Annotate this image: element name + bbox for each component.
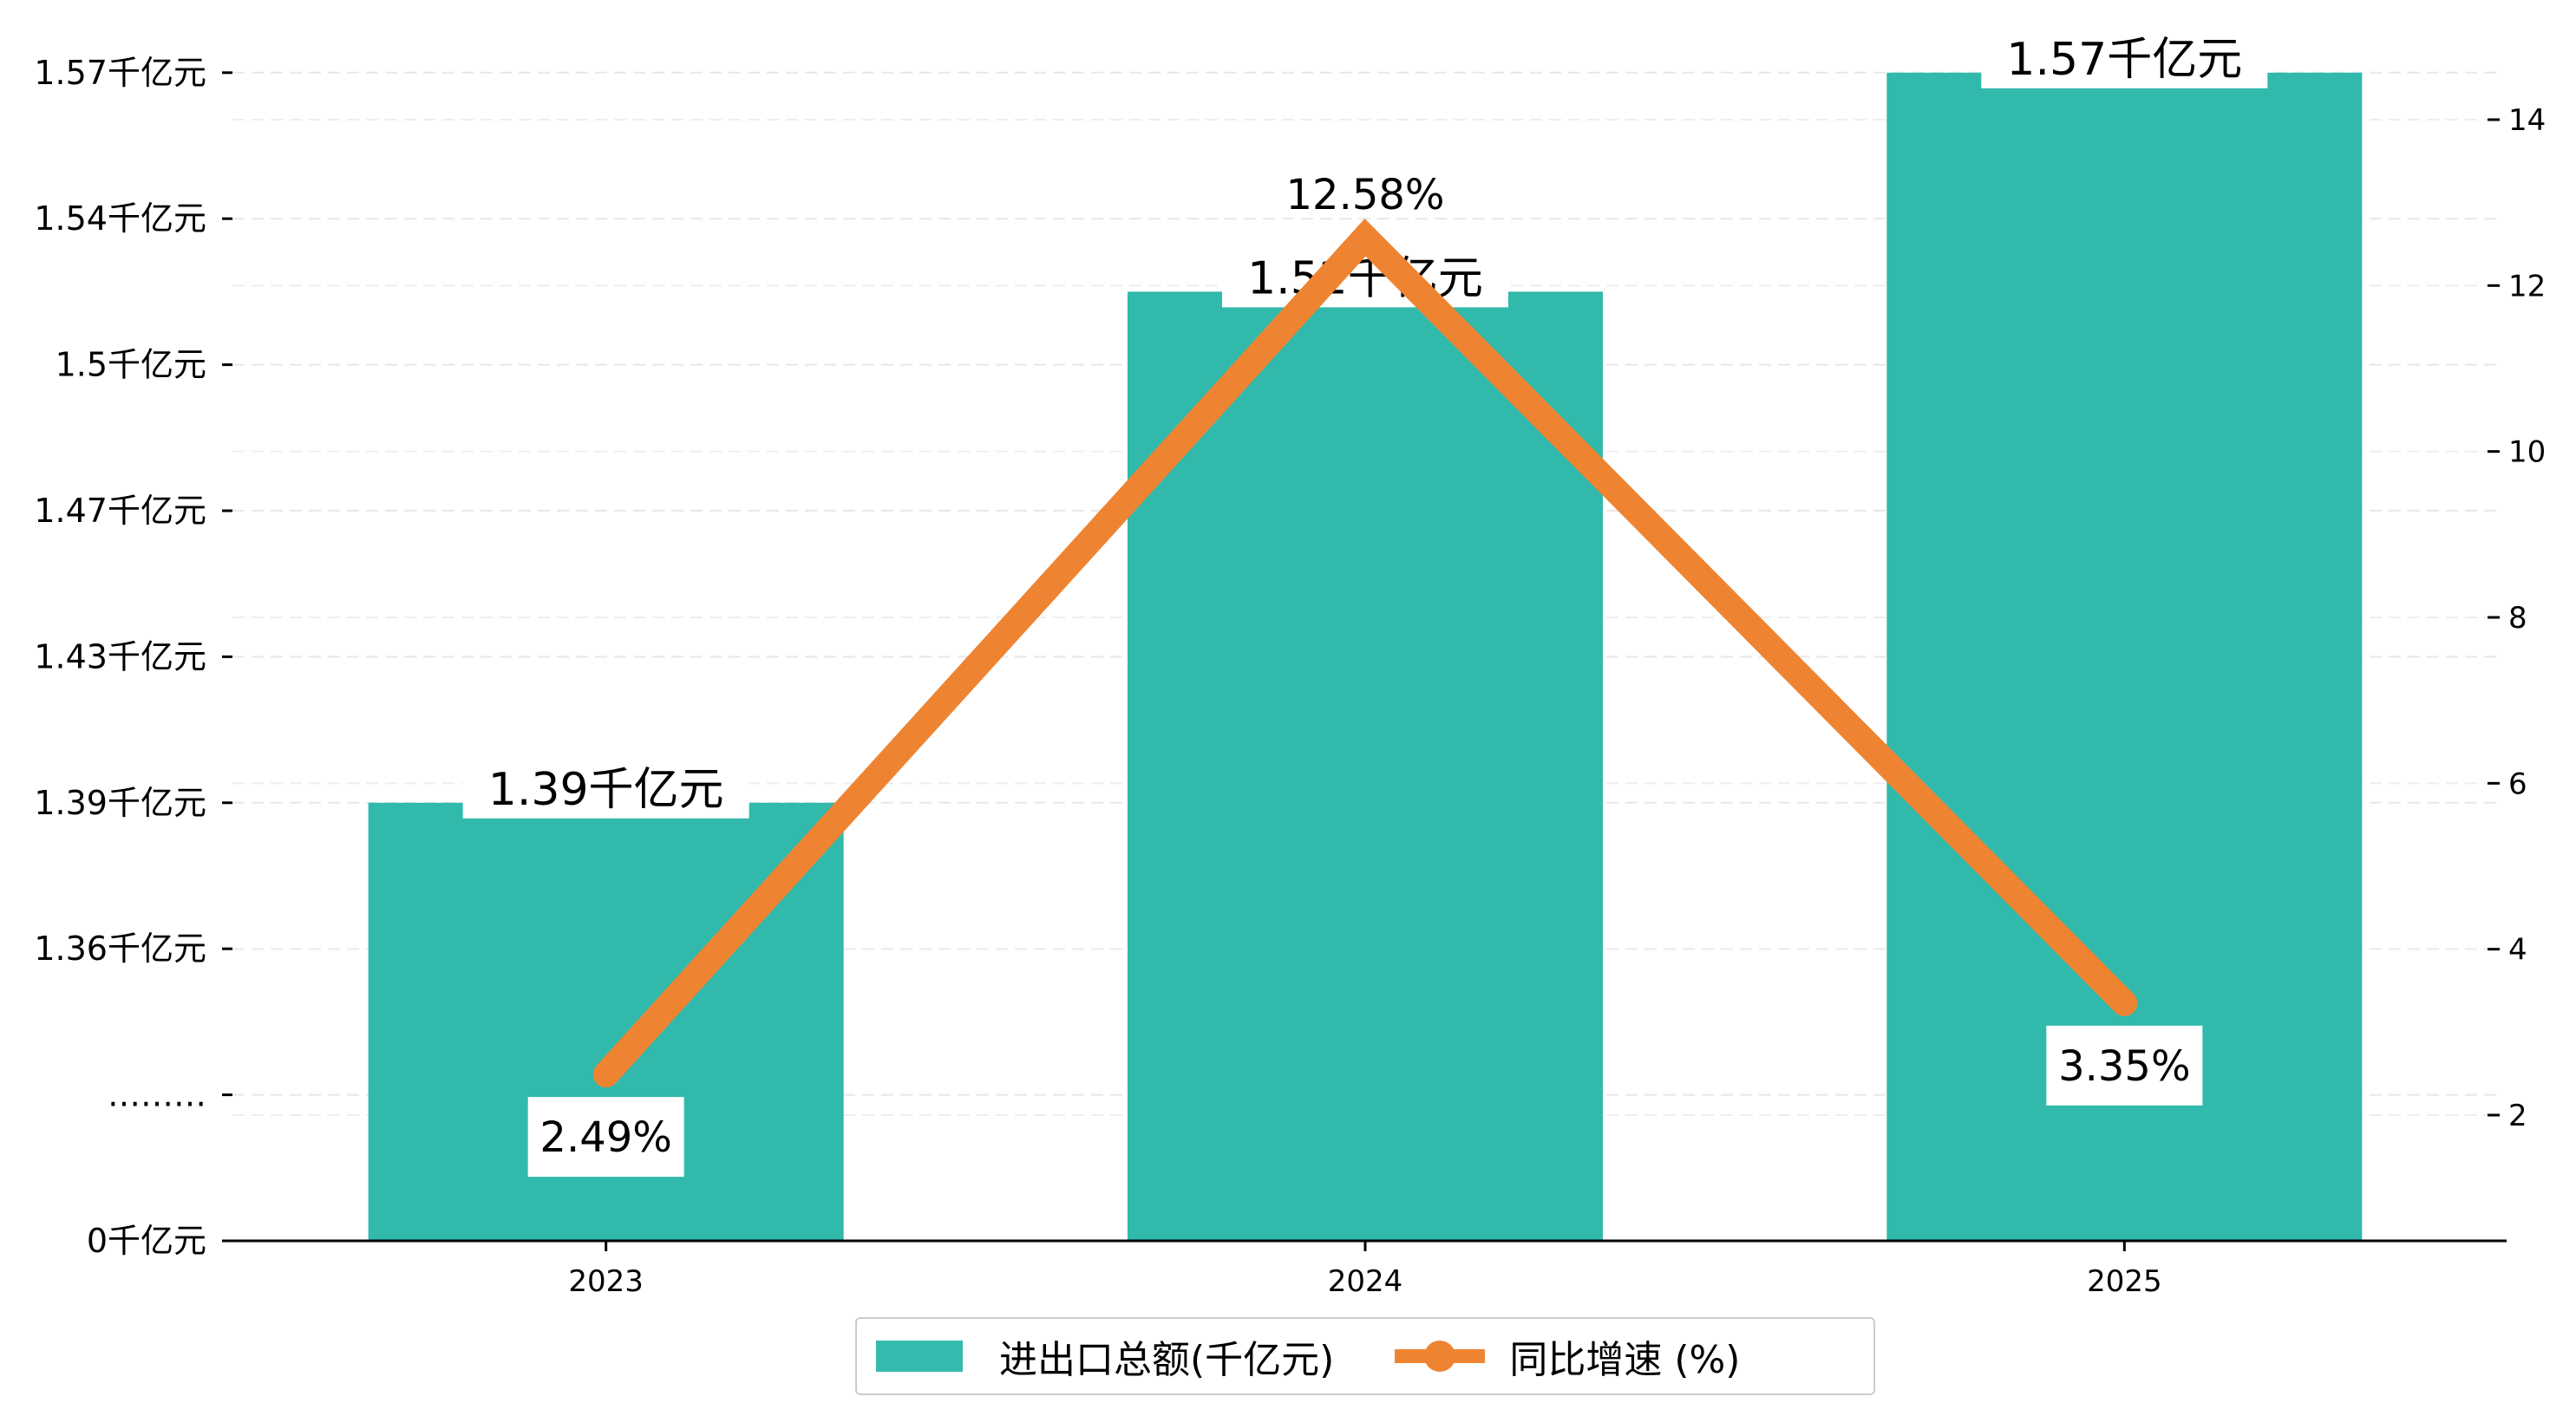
left-tick-label: ……… <box>108 1076 206 1114</box>
left-tick-label: 0千亿元 <box>87 1222 206 1260</box>
bar-value-labels: 1.39千亿元 1.52千亿元 1.57千亿元 <box>462 23 2268 819</box>
bar-label-box <box>1981 23 2268 88</box>
line-label-box <box>527 1097 684 1178</box>
x-tick-label: 2023 <box>568 1264 644 1299</box>
legend: 进出口总额(千亿元) 同比增速 (%) <box>855 1317 1875 1395</box>
right-tick-label: 2 <box>2508 1099 2527 1133</box>
line-value-labels: 2.49% 12.58% 3.35% <box>527 171 2203 1178</box>
left-tick-label: 1.36千亿元 <box>34 930 206 968</box>
legend-item-line: 同比增速 (%) <box>1395 1328 1740 1384</box>
legend-line-label: 同比增速 (%) <box>1509 1338 1741 1382</box>
x-tick-label: 2024 <box>1328 1264 1403 1299</box>
legend-item-bar: 进出口总额(千亿元) <box>876 1328 1334 1384</box>
legend-line-swatch-icon <box>1395 1341 1486 1372</box>
legend-bar-label: 进出口总额(千亿元) <box>999 1338 1335 1382</box>
line-value-label: 2.49% <box>539 1113 671 1162</box>
legend-bar-swatch-icon <box>876 1341 963 1372</box>
right-tick-label: 10 <box>2508 435 2546 470</box>
right-tick-label: 14 <box>2508 103 2546 138</box>
line-point <box>592 1061 619 1088</box>
bar-label-box <box>462 754 749 819</box>
bar-value-label: 1.39千亿元 <box>488 764 724 816</box>
right-tick-label: 4 <box>2508 933 2527 968</box>
right-tick-label: 12 <box>2508 269 2546 303</box>
line-series <box>592 219 2138 1088</box>
bar-value-label: 1.57千亿元 <box>2006 34 2242 86</box>
left-tick-label: 1.47千亿元 <box>34 492 206 530</box>
right-tick-label: 8 <box>2508 601 2527 636</box>
left-tick-label: 1.57千亿元 <box>34 54 206 92</box>
line-value-label: 12.58% <box>1285 171 1444 219</box>
right-tick-label: 6 <box>2508 767 2527 801</box>
bar <box>1128 291 1603 1241</box>
left-tick-label: 1.54千亿元 <box>34 199 206 238</box>
line-label-box <box>2046 1025 2203 1106</box>
axes: 0千亿元 ……… 1.36千亿元 1.39千亿元 1.43千亿元 1.47千亿元 1.5千亿… <box>34 54 2546 1299</box>
left-tick-label: 1.5千亿元 <box>56 346 206 384</box>
line-value-label: 3.35% <box>2058 1042 2190 1091</box>
left-tick-label: 1.43千亿元 <box>34 637 206 675</box>
left-tick-label: 1.39千亿元 <box>34 784 206 822</box>
line-point <box>2111 989 2138 1016</box>
bar-value-label: 1.52千亿元 <box>1247 252 1483 304</box>
x-tick-label: 2025 <box>2087 1264 2162 1299</box>
line-point <box>1352 224 1378 251</box>
